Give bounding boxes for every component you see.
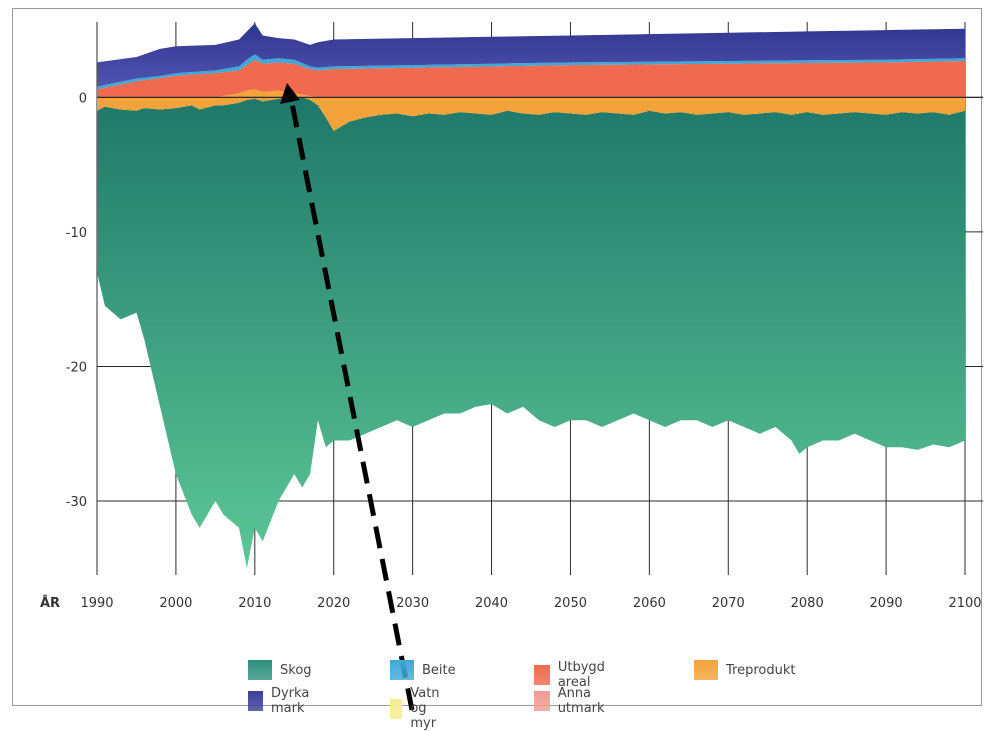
area-dyrka-mark (97, 23, 965, 87)
x-tick-label: 2010 (238, 596, 271, 611)
x-tick-label: 2070 (712, 596, 745, 611)
x-axis-label: ÅR (40, 595, 60, 611)
area-chart: 0 -10 -20 -30 1990 2000 2010 2020 2030 2040 2050 20… (40, 22, 983, 711)
x-tick-label: 2050 (554, 596, 587, 611)
legend-label: Utbygd areal (557, 660, 605, 690)
legend-item: Anna utmark (534, 686, 613, 716)
legend-swatch (390, 660, 414, 680)
x-tick-label: 2000 (159, 596, 192, 611)
legend-swatch (694, 660, 718, 680)
area-beite (97, 54, 965, 90)
x-tick-label: 2030 (396, 596, 429, 611)
x-tick-label: 2090 (870, 596, 903, 611)
legend-swatch (390, 698, 403, 719)
area-treprodukt (97, 89, 965, 131)
area-series (97, 23, 965, 569)
legend-item: Beite (390, 660, 456, 680)
legend-label: Treprodukt (726, 662, 796, 678)
y-tick-label: -10 (66, 226, 87, 241)
x-tick-label: 2100 (948, 596, 981, 611)
legend-label: Anna utmark (557, 686, 605, 716)
legend-item: Dyrka mark (248, 686, 318, 716)
legend-item: Vatn og myr (390, 686, 451, 731)
legend-item: Utbygd areal (534, 660, 613, 690)
x-tick-label: 2040 (475, 596, 508, 611)
x-tick-label: 2060 (633, 596, 666, 611)
arrow-head (280, 83, 300, 104)
legend-label: Beite (422, 662, 456, 678)
legend-item: Treprodukt (694, 660, 795, 680)
legend-swatch (534, 691, 550, 711)
legend-label: Skog (280, 662, 312, 678)
chart-frame (12, 8, 982, 706)
x-tick-label: 2020 (317, 596, 350, 611)
dashed-arrow-line (288, 97, 415, 711)
legend-swatch (534, 665, 550, 685)
legend-label: Dyrka mark (270, 686, 310, 716)
x-tick-label: 2080 (791, 596, 824, 611)
y-tick-label: -30 (66, 495, 87, 510)
legend-label: Vatn og myr (410, 686, 440, 731)
area-skog (97, 97, 965, 569)
area-utbygd-areal (97, 59, 965, 98)
annotation-arrow (280, 83, 415, 711)
legend-item: Skog (248, 660, 312, 680)
y-tick-label: 0 (79, 91, 87, 106)
y-tick-label: -20 (66, 360, 87, 375)
tick-labels: 0 -10 -20 -30 1990 2000 2010 2020 2030 2040 2050 20… (40, 91, 982, 611)
legend-swatch (248, 660, 272, 680)
x-tick-label: 1990 (80, 596, 113, 611)
legend-swatch (248, 691, 263, 711)
